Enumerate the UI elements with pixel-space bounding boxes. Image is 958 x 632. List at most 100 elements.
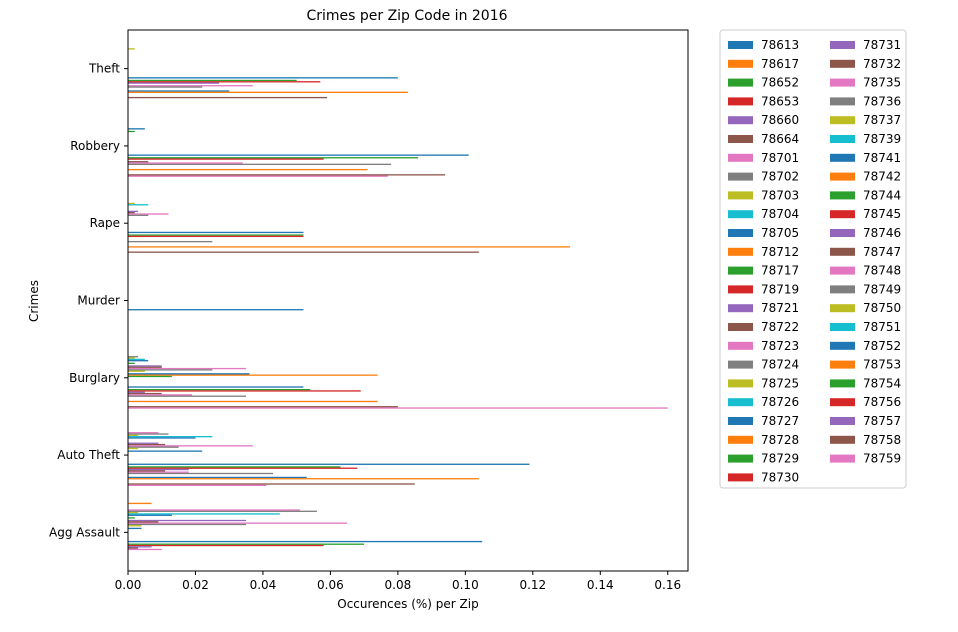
- bar-78722-agg-assault: [128, 521, 159, 523]
- bar-78749-theft: [128, 86, 203, 88]
- bar-78728-burglary: [128, 374, 378, 376]
- bar-78744-auto-theft: [128, 466, 341, 468]
- legend-label-78731: 78731: [863, 38, 901, 52]
- bar-78741-agg-assault: [128, 540, 483, 543]
- bar-78725-auto-theft: [128, 447, 139, 450]
- legend-label-78701: 78701: [761, 151, 799, 165]
- legend-swatch-78702: [728, 172, 753, 181]
- legend: 78613 78617 78652 78653 78660 78664 78701 78702…: [719, 29, 907, 489]
- bar-78721-rape: [128, 210, 139, 213]
- legend-swatch-78758: [830, 435, 855, 444]
- bar-78703-rape: [128, 202, 135, 205]
- y-tick-label: Theft: [88, 62, 120, 76]
- legend-swatch-78732: [830, 59, 855, 68]
- legend-swatch-78653: [728, 97, 753, 106]
- legend-swatch-78749: [830, 285, 855, 294]
- legend-label-78729: 78729: [761, 452, 799, 466]
- bar-78704-burglary: [128, 358, 145, 361]
- legend-swatch-78741: [830, 153, 855, 162]
- legend-swatch-78705: [728, 229, 753, 237]
- bar-78758-robbery: [128, 174, 446, 176]
- legend-swatch-78722: [728, 323, 753, 331]
- x-axis-ticks: 0.00 0.02 0.04 0.06 0.08 0.10 0.12 0.14 0.16: [115, 571, 681, 592]
- bar-78704-agg-assault: [128, 513, 280, 515]
- legend-swatch-78750: [830, 304, 855, 313]
- bar-78703-agg-assault: [128, 511, 139, 514]
- bar-78748-burglary: [128, 394, 193, 396]
- legend-label-78730: 78730: [761, 470, 799, 484]
- bar-78758-burglary: [128, 406, 398, 408]
- legend-label-78719: 78719: [761, 282, 799, 296]
- bar-78702-burglary: [128, 356, 139, 358]
- legend-label-78705: 78705: [761, 226, 799, 240]
- legend-swatch-78721: [728, 304, 753, 313]
- legend-swatch-78759: [830, 454, 855, 463]
- bar-78721-auto-theft: [128, 442, 159, 444]
- legend-label-78742: 78742: [863, 170, 901, 184]
- legend-swatch-78745: [830, 210, 855, 219]
- x-tick-label: 0.14: [587, 578, 614, 592]
- bar-78752-theft: [128, 90, 230, 92]
- legend-label-78758: 78758: [863, 433, 901, 447]
- bar-78717-robbery: [128, 130, 135, 133]
- legend-label-78722: 78722: [761, 320, 799, 334]
- bar-78752-auto-theft: [128, 476, 307, 479]
- y-tick-label: Rape: [90, 216, 120, 230]
- legend-swatch-78754: [830, 379, 855, 388]
- legend-label-78712: 78712: [761, 245, 799, 259]
- legend-label-78704: 78704: [761, 207, 799, 221]
- x-tick-label: 0.04: [250, 578, 277, 592]
- y-tick-label: Robbery: [70, 139, 120, 153]
- bar-78745-burglary: [128, 390, 361, 392]
- bar-78724-rape: [128, 214, 149, 216]
- legend-swatch-78704: [728, 210, 753, 219]
- bar-78703-theft: [128, 48, 135, 50]
- legend-label-78752: 78752: [863, 339, 901, 353]
- legend-swatch-78724: [728, 360, 753, 369]
- legend-swatch-78751: [830, 323, 855, 331]
- legend-label-78727: 78727: [761, 414, 799, 428]
- legend-swatch-78723: [728, 341, 753, 350]
- x-tick-label: 0.12: [519, 578, 546, 592]
- legend-swatch-78752: [830, 341, 855, 350]
- bar-78704-rape: [128, 204, 149, 206]
- bar-78745-agg-assault: [128, 544, 324, 547]
- legend-swatch-78652: [728, 78, 753, 87]
- y-tick-label: Burglary: [69, 371, 120, 385]
- bar-78747-auto-theft: [128, 470, 166, 472]
- x-tick-label: 0.00: [115, 578, 142, 592]
- bar-78705-agg-assault: [128, 514, 172, 516]
- bar-78741-theft: [128, 77, 398, 79]
- bar-78748-theft: [128, 85, 253, 87]
- bar-78741-rape: [128, 231, 304, 234]
- legend-swatch-78753: [830, 360, 855, 369]
- legend-label-78751: 78751: [863, 320, 901, 334]
- bar-78746-theft: [128, 82, 220, 84]
- bar-78758-theft: [128, 96, 328, 99]
- legend-swatch-78727: [728, 417, 753, 425]
- plot-frame: [127, 29, 689, 572]
- bar-78721-agg-assault: [128, 519, 247, 522]
- bar-78717-agg-assault: [128, 517, 135, 519]
- legend-swatch-78719: [728, 285, 753, 294]
- legend-swatch-78736: [830, 97, 855, 106]
- legend-label-78702: 78702: [761, 170, 799, 184]
- chart-title: Crimes per Zip Code in 2016: [306, 8, 507, 24]
- legend-label-78737: 78737: [863, 113, 901, 127]
- bar-78744-theft: [128, 79, 297, 82]
- legend-label-78728: 78728: [761, 433, 799, 447]
- bar-78758-rape: [128, 251, 479, 253]
- legend-label-78741: 78741: [863, 151, 901, 165]
- bars-group: [128, 48, 668, 551]
- legend-label-78721: 78721: [761, 301, 799, 315]
- legend-swatch-78735: [830, 78, 855, 87]
- legend-swatch-78703: [728, 191, 753, 200]
- bar-78748-agg-assault: [128, 548, 162, 551]
- legend-swatch-78748: [830, 266, 855, 275]
- bar-78723-agg-assault: [128, 522, 348, 524]
- legend-label-78653: 78653: [761, 94, 799, 108]
- legend-label-78613: 78613: [761, 38, 799, 52]
- bar-78746-burglary: [128, 391, 145, 393]
- legend-label-78703: 78703: [761, 188, 799, 202]
